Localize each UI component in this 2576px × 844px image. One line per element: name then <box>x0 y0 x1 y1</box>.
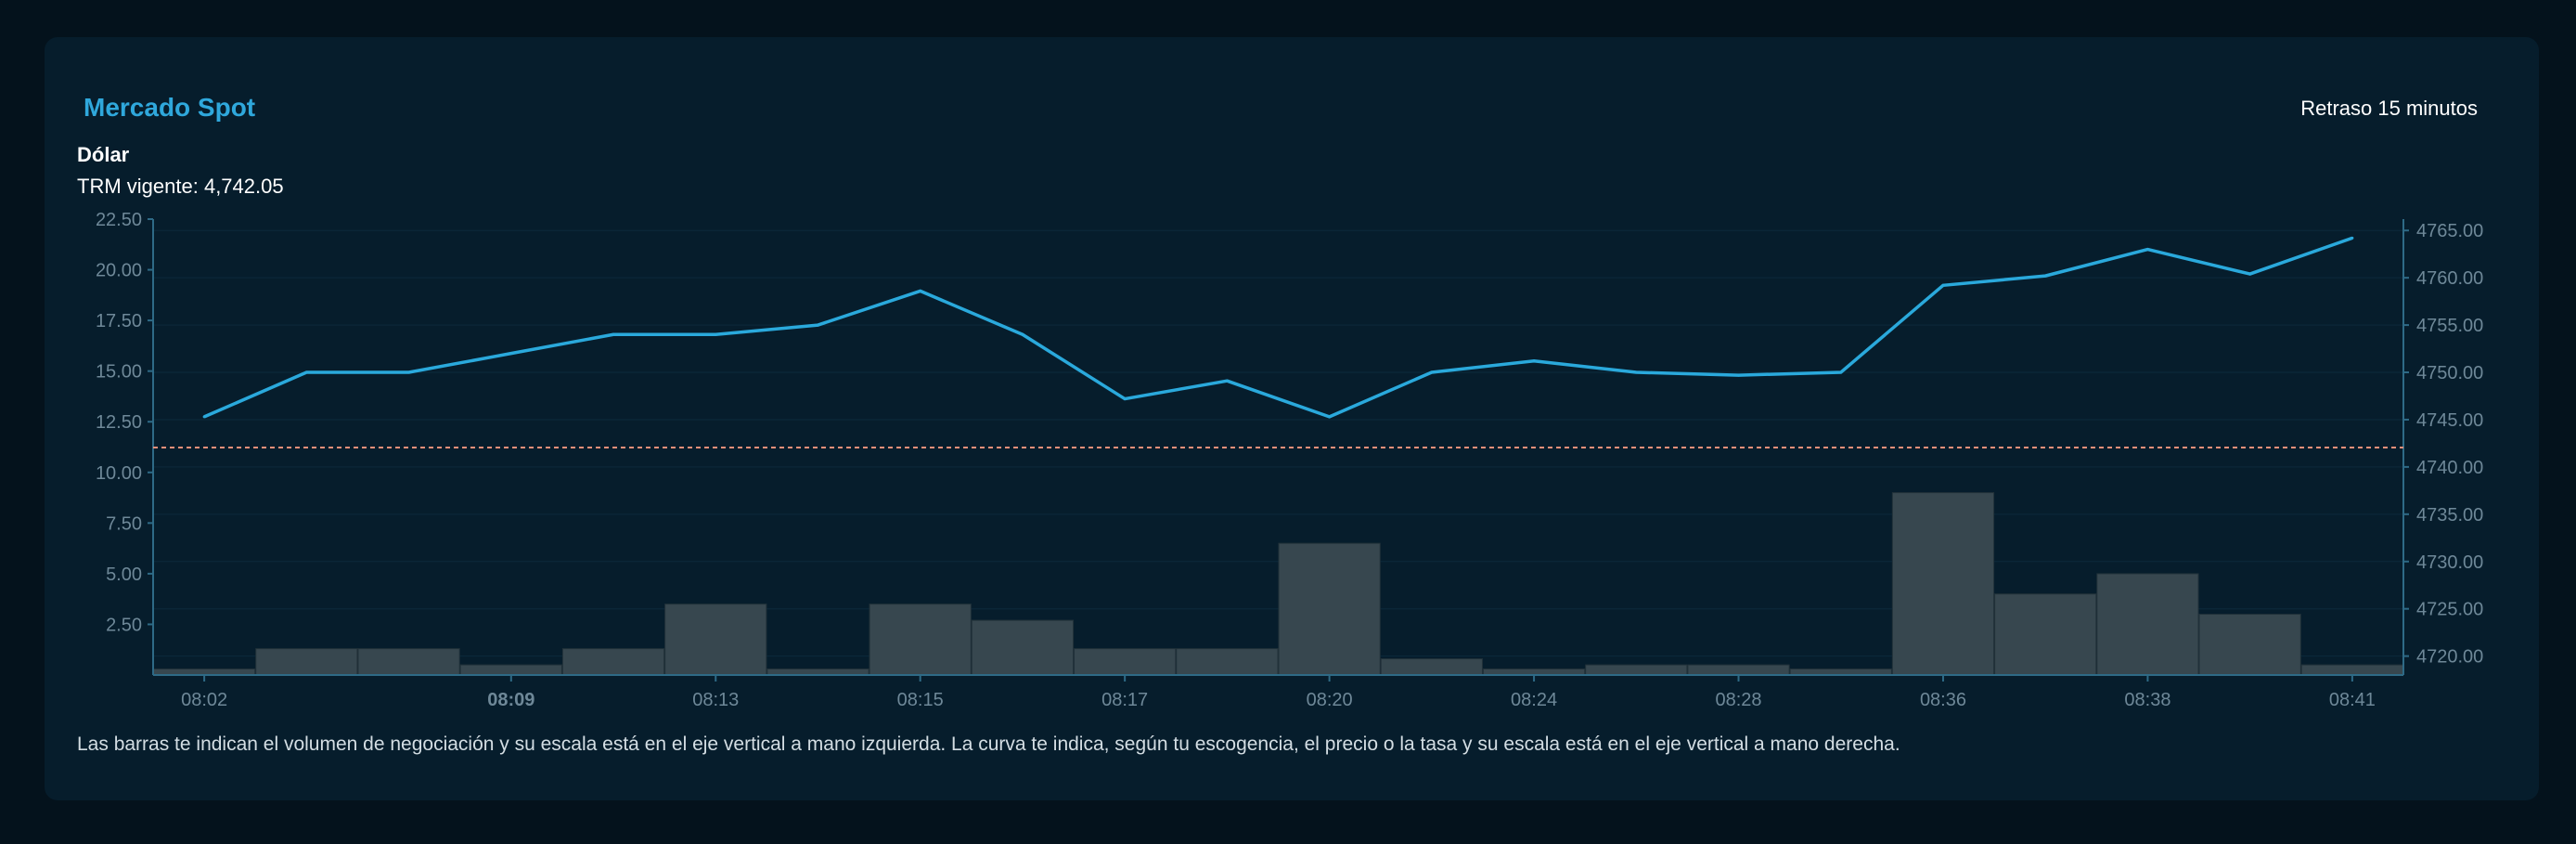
left-tick-label: 5.00 <box>106 565 142 585</box>
volume-bar <box>1278 542 1381 676</box>
volume-bar <box>2300 664 2403 676</box>
price-point <box>919 289 922 292</box>
price-point <box>2145 248 2149 252</box>
left-tick-label: 15.00 <box>96 362 142 383</box>
x-tick-label: 08:09 <box>487 690 535 710</box>
price-point <box>1021 332 1024 336</box>
currency-label: Dólar <box>77 143 130 166</box>
x-tick-label: 08:28 <box>1715 690 1761 710</box>
price-point <box>612 332 615 336</box>
right-axis-ticks: 4765.00 4760.00 4755.00 4750.00 4745.00 4740.… <box>2403 221 2483 668</box>
volume-bar <box>1380 658 1483 676</box>
right-tick-label: 4730.00 <box>2416 552 2483 573</box>
price-point <box>714 332 717 336</box>
trm-value: 4,742.05 <box>203 175 284 198</box>
trm-info: TRM vigente: 4,742.05 <box>77 175 284 199</box>
right-tick-label: 4765.00 <box>2416 221 2483 241</box>
price-point <box>1839 370 1843 374</box>
price-point <box>1225 379 1229 383</box>
right-tick-label: 4735.00 <box>2416 505 2483 526</box>
volume-bar <box>561 648 665 676</box>
volume-bars <box>153 492 2403 676</box>
x-tick-label: 08:02 <box>181 690 227 710</box>
price-point <box>509 352 513 356</box>
price-point <box>816 323 819 327</box>
volume-bar <box>1585 664 1688 676</box>
x-axis-ticks: 08:02 08:09 08:13 08:15 08:17 08:20 08:24 08:28… <box>181 675 2376 710</box>
x-tick-label: 08:36 <box>1920 690 1966 710</box>
price-point <box>2351 236 2354 240</box>
right-tick-label: 4755.00 <box>2416 316 2483 336</box>
price-point <box>1123 397 1127 401</box>
volume-bar <box>1074 648 1177 676</box>
x-tick-label: 08:41 <box>2329 690 2376 710</box>
chart-grid <box>153 229 2403 657</box>
volume-bar <box>1891 492 1995 676</box>
left-tick-label: 10.00 <box>96 463 142 484</box>
x-tick-label: 08:17 <box>1101 690 1148 710</box>
volume-bar <box>459 664 562 676</box>
price-point <box>1328 415 1332 419</box>
delay-label: Retraso 15 minutos <box>2300 97 2478 120</box>
price-point <box>1941 283 1945 287</box>
price-line <box>203 236 2353 419</box>
left-tick-label: 20.00 <box>96 261 142 281</box>
chart-note: Las barras te indican el volumen de nego… <box>77 734 1900 755</box>
right-tick-label: 4745.00 <box>2416 410 2483 431</box>
left-tick-label: 7.50 <box>106 513 142 534</box>
x-tick-label: 08:38 <box>2124 690 2170 710</box>
price-point <box>1737 373 1741 377</box>
left-tick-label: 17.50 <box>96 311 142 331</box>
left-tick-label: 2.50 <box>106 615 142 635</box>
right-tick-label: 4760.00 <box>2416 268 2483 289</box>
right-tick-label: 4750.00 <box>2416 363 2483 383</box>
price-point <box>1634 370 1638 374</box>
trm-label: TRM vigente: <box>77 175 199 198</box>
volume-bar <box>664 604 767 676</box>
price-point <box>1430 370 1434 374</box>
volume-bar <box>971 619 1075 676</box>
price-point <box>2043 274 2047 278</box>
price-point <box>2248 272 2252 276</box>
left-tick-label: 12.50 <box>96 412 142 433</box>
left-tick-label: 22.50 <box>96 210 142 230</box>
volume-bar <box>1994 593 2097 676</box>
volume-bar <box>1176 648 1279 676</box>
right-tick-label: 4720.00 <box>2416 647 2483 668</box>
price-point <box>304 370 308 374</box>
volume-bar <box>869 604 972 676</box>
volume-bar <box>2096 573 2199 676</box>
x-tick-label: 08:13 <box>692 690 739 710</box>
right-tick-label: 4725.00 <box>2416 600 2483 620</box>
x-tick-label: 08:24 <box>1511 690 1557 710</box>
x-tick-label: 08:20 <box>1307 690 1353 710</box>
volume-bar <box>357 648 460 676</box>
x-tick-label: 08:15 <box>897 690 944 710</box>
price-line-group <box>202 236 2354 419</box>
price-point <box>202 415 206 419</box>
page-title: Mercado Spot <box>84 93 256 122</box>
left-axis-ticks: 22.50 20.00 17.50 15.00 12.50 10.00 7.50 5.00 2.… <box>96 210 153 635</box>
right-tick-label: 4740.00 <box>2416 458 2483 478</box>
volume-bar <box>255 648 358 676</box>
volume-bar <box>2198 614 2301 676</box>
price-point <box>1532 359 1536 363</box>
volume-bar <box>1687 664 1790 676</box>
price-point <box>407 370 411 374</box>
